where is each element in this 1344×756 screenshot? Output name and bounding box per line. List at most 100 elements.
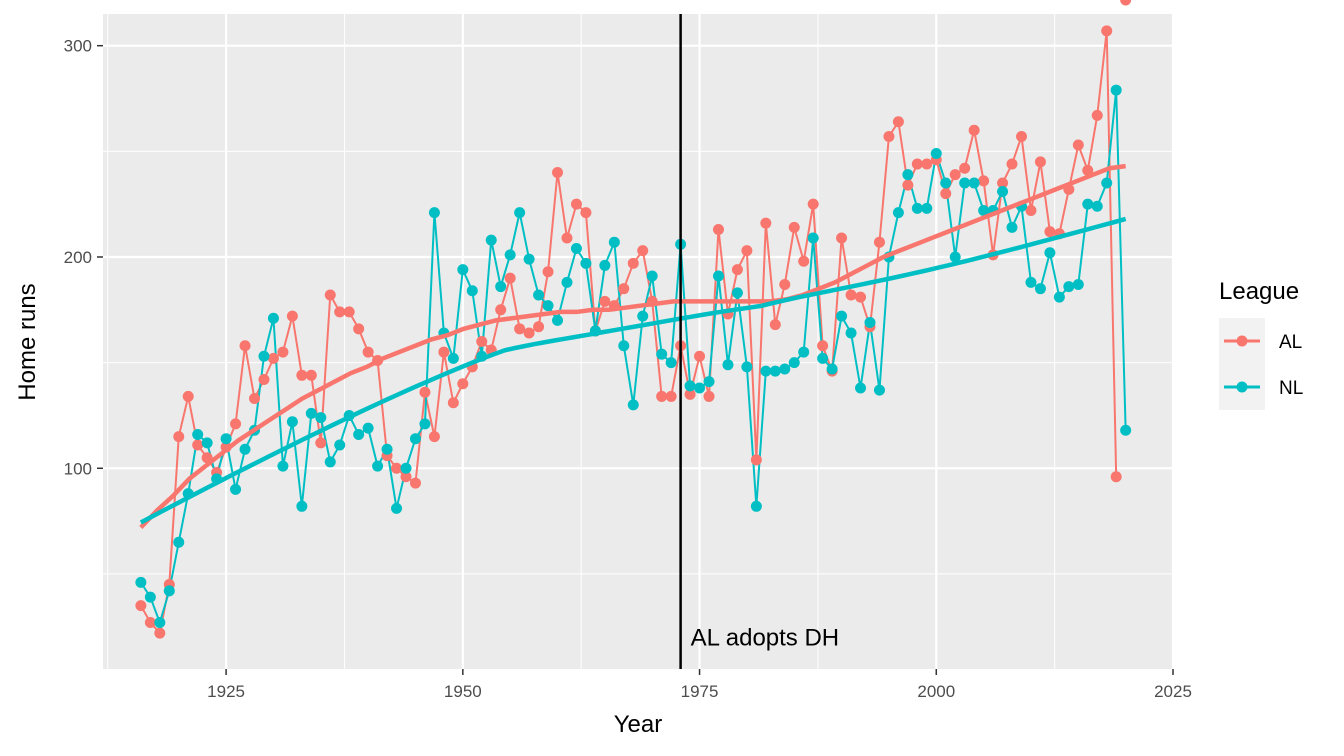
point-al bbox=[419, 386, 431, 398]
legend-label-nl: NL bbox=[1279, 378, 1303, 399]
point-nl bbox=[334, 439, 346, 451]
point-nl bbox=[267, 312, 279, 324]
point-nl bbox=[646, 270, 658, 282]
point-al bbox=[760, 217, 772, 229]
point-al bbox=[656, 390, 668, 402]
x-axis-ticks: 1925 1950 1975 2000 2025 bbox=[207, 669, 1192, 701]
point-nl bbox=[201, 437, 213, 449]
x-tick-label: 2000 bbox=[917, 682, 955, 701]
point-al bbox=[618, 283, 630, 295]
point-nl bbox=[731, 287, 743, 299]
point-nl bbox=[428, 207, 440, 219]
point-nl bbox=[447, 352, 459, 364]
point-al bbox=[1082, 164, 1094, 176]
point-nl bbox=[845, 327, 857, 339]
point-al bbox=[703, 390, 715, 402]
point-nl bbox=[712, 270, 724, 282]
point-al bbox=[277, 346, 289, 358]
x-tick-label: 1975 bbox=[681, 682, 719, 701]
point-nl bbox=[542, 300, 554, 312]
point-al bbox=[173, 431, 185, 443]
point-al bbox=[1120, 0, 1132, 6]
point-nl bbox=[769, 365, 781, 377]
point-al bbox=[845, 289, 857, 301]
point-al bbox=[1006, 158, 1018, 170]
point-nl bbox=[798, 346, 810, 358]
point-nl bbox=[533, 289, 545, 301]
point-al bbox=[902, 179, 914, 191]
point-nl bbox=[930, 147, 942, 159]
point-nl bbox=[1082, 198, 1094, 210]
point-al bbox=[665, 390, 677, 402]
point-nl bbox=[277, 460, 289, 472]
point-nl bbox=[400, 462, 412, 474]
plot-panel bbox=[103, 14, 1173, 669]
point-nl bbox=[997, 185, 1009, 197]
point-al bbox=[552, 166, 564, 178]
point-nl bbox=[940, 177, 952, 189]
point-nl bbox=[978, 205, 990, 216]
point-al bbox=[570, 198, 582, 210]
y-tick-label: 300 bbox=[64, 37, 92, 56]
point-nl bbox=[362, 422, 374, 434]
point-al bbox=[1015, 131, 1027, 143]
legend-title: League bbox=[1219, 278, 1299, 305]
point-al bbox=[940, 188, 952, 200]
x-axis-title: Year bbox=[614, 711, 663, 738]
point-al bbox=[296, 369, 308, 381]
point-al bbox=[1101, 25, 1113, 37]
point-al bbox=[580, 207, 592, 219]
point-nl bbox=[703, 376, 715, 388]
point-nl bbox=[258, 350, 270, 362]
x-tick-label: 1925 bbox=[207, 682, 245, 701]
point-al bbox=[911, 158, 923, 170]
point-al bbox=[959, 162, 971, 174]
point-nl bbox=[305, 407, 317, 419]
point-al bbox=[523, 327, 535, 339]
point-al bbox=[533, 321, 545, 333]
point-al bbox=[694, 350, 706, 362]
point-nl bbox=[144, 591, 156, 603]
point-nl bbox=[741, 361, 753, 373]
legend-key-point-al bbox=[1236, 335, 1248, 347]
point-nl bbox=[523, 253, 535, 265]
point-nl bbox=[173, 536, 185, 548]
point-al bbox=[182, 390, 194, 402]
smooth-lines bbox=[139, 163, 1127, 529]
point-nl bbox=[504, 249, 516, 261]
point-al bbox=[495, 304, 507, 316]
point-nl bbox=[627, 399, 639, 411]
point-nl bbox=[381, 443, 393, 455]
point-nl bbox=[580, 257, 592, 269]
point-nl bbox=[466, 285, 478, 297]
point-nl bbox=[230, 483, 242, 495]
point-al bbox=[817, 340, 829, 352]
point-nl bbox=[1110, 84, 1122, 96]
point-al bbox=[1091, 109, 1103, 121]
point-nl bbox=[911, 202, 923, 214]
point-nl bbox=[921, 202, 933, 214]
point-al bbox=[684, 388, 696, 400]
point-nl bbox=[807, 232, 819, 244]
point-nl bbox=[239, 443, 251, 455]
point-al bbox=[334, 306, 346, 318]
point-nl bbox=[1006, 221, 1018, 233]
point-nl bbox=[457, 264, 469, 276]
point-nl bbox=[135, 576, 147, 588]
point-al bbox=[192, 439, 204, 451]
smooth-line-al bbox=[139, 163, 1126, 529]
point-nl bbox=[618, 340, 630, 352]
point-al bbox=[968, 124, 980, 136]
point-nl bbox=[892, 207, 904, 219]
point-nl bbox=[760, 365, 772, 377]
point-al bbox=[731, 264, 743, 276]
legend-label-al: AL bbox=[1279, 332, 1302, 353]
point-al bbox=[627, 257, 639, 269]
point-nl bbox=[817, 352, 829, 364]
point-al bbox=[428, 431, 440, 443]
point-nl bbox=[570, 243, 582, 255]
point-al bbox=[788, 221, 800, 233]
point-nl bbox=[391, 502, 403, 514]
point-nl bbox=[826, 363, 838, 375]
point-al bbox=[561, 232, 573, 244]
